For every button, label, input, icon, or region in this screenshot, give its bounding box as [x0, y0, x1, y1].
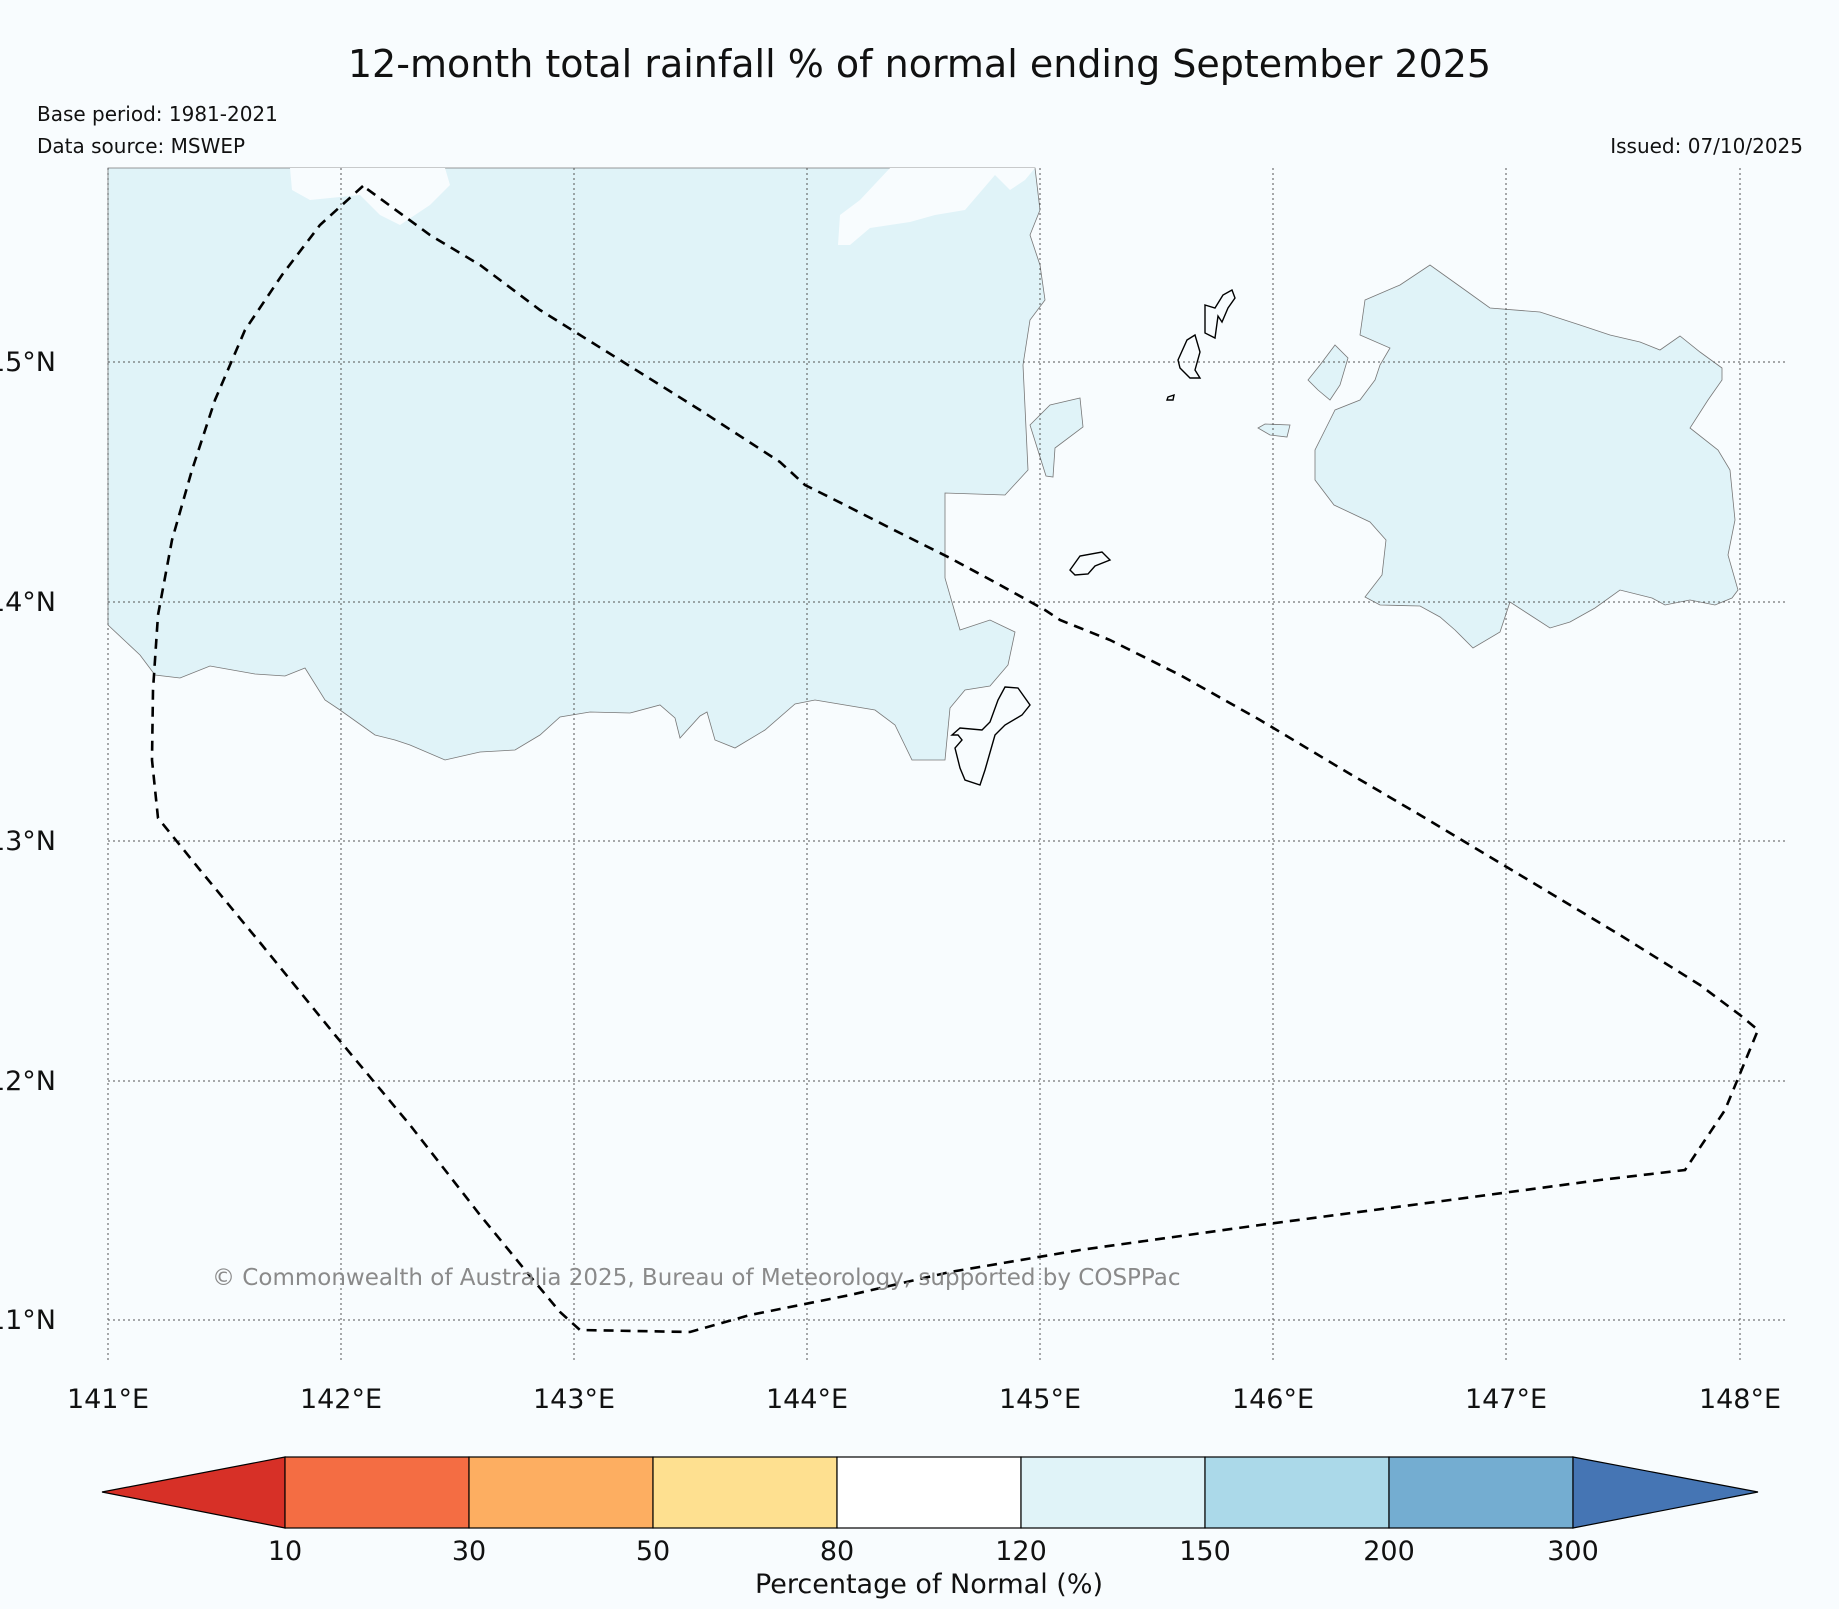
rainfall-region-west	[107, 167, 1046, 761]
lat-label-12n: 12°N	[0, 1066, 56, 1097]
legend-tick-200: 200	[1363, 1536, 1415, 1567]
legend-arrow-over-300	[1572, 1456, 1759, 1529]
rainfall-region-east	[1314, 264, 1739, 649]
legend-ticks: 10 30 50 80 120 150 200 300 Percentage o…	[268, 1536, 1599, 1600]
guam-coastline	[950, 686, 1031, 786]
lon-label-141e: 141°E	[67, 1384, 149, 1415]
tinian-coastline	[1177, 333, 1202, 379]
legend-bin-200-300	[1388, 1456, 1574, 1529]
legend-tick-120: 120	[995, 1536, 1047, 1567]
legend-bin-120-150	[1020, 1456, 1206, 1529]
legend-tick-300: 300	[1547, 1536, 1599, 1567]
legend-tick-30: 30	[452, 1536, 486, 1567]
legend-arrow-under-10	[101, 1456, 286, 1529]
legend-title: Percentage of Normal (%)	[755, 1569, 1103, 1600]
legend-bin-80-120	[836, 1456, 1022, 1529]
graticule	[107, 168, 1788, 1362]
longitude-labels: 141°E 142°E 143°E 144°E 145°E 146°E 147°…	[67, 1384, 1781, 1415]
lon-label-142e: 142°E	[300, 1384, 382, 1415]
latitude-labels: 15°N 14°N 13°N 12°N 11°N	[0, 347, 56, 1336]
legend-tick-10: 10	[268, 1536, 302, 1567]
rainfall-islet-east-of-guam	[1029, 397, 1084, 478]
saipan-coastline	[1204, 288, 1236, 340]
legend-tick-50: 50	[636, 1536, 670, 1567]
eez-boundary	[150, 184, 1760, 1334]
lon-label-144e: 144°E	[766, 1384, 848, 1415]
lon-label-148e: 148°E	[1699, 1384, 1781, 1415]
rainfall-region-north-notch	[838, 168, 1035, 245]
legend-tick-150: 150	[1179, 1536, 1231, 1567]
island-coastlines	[950, 288, 1236, 786]
rainfall-islet-north-east	[1307, 344, 1349, 401]
color-legend	[101, 1456, 1759, 1529]
copyright-notice: © Commonwealth of Australia 2025, Bureau…	[212, 1265, 1181, 1291]
legend-bin-10-30	[284, 1456, 470, 1529]
lat-label-14n: 14°N	[0, 587, 56, 618]
rainfall-shading	[107, 167, 1739, 761]
rainfall-islet-small	[1257, 423, 1291, 438]
lon-label-143e: 143°E	[533, 1384, 615, 1415]
lat-label-13n: 13°N	[0, 826, 56, 857]
lon-label-147e: 147°E	[1465, 1384, 1547, 1415]
issued-date-label: Issued: 07/10/2025	[1610, 134, 1803, 158]
lat-label-15n: 15°N	[0, 347, 56, 378]
legend-bin-50-80	[652, 1456, 838, 1529]
data-source-label: Data source: MSWEP	[37, 134, 246, 158]
legend-bin-150-200	[1204, 1456, 1390, 1529]
legend-tick-80: 80	[820, 1536, 854, 1567]
base-period-label: Base period: 1981-2021	[37, 102, 278, 126]
lon-label-146e: 146°E	[1232, 1384, 1314, 1415]
rota-coastline	[1069, 551, 1112, 576]
aguijan-coastline	[1166, 393, 1175, 401]
legend-bin-30-50	[468, 1456, 654, 1529]
lat-label-11n: 11°N	[0, 1305, 56, 1336]
map-title: 12-month total rainfall % of normal endi…	[347, 42, 1492, 86]
lon-label-145e: 145°E	[999, 1384, 1081, 1415]
